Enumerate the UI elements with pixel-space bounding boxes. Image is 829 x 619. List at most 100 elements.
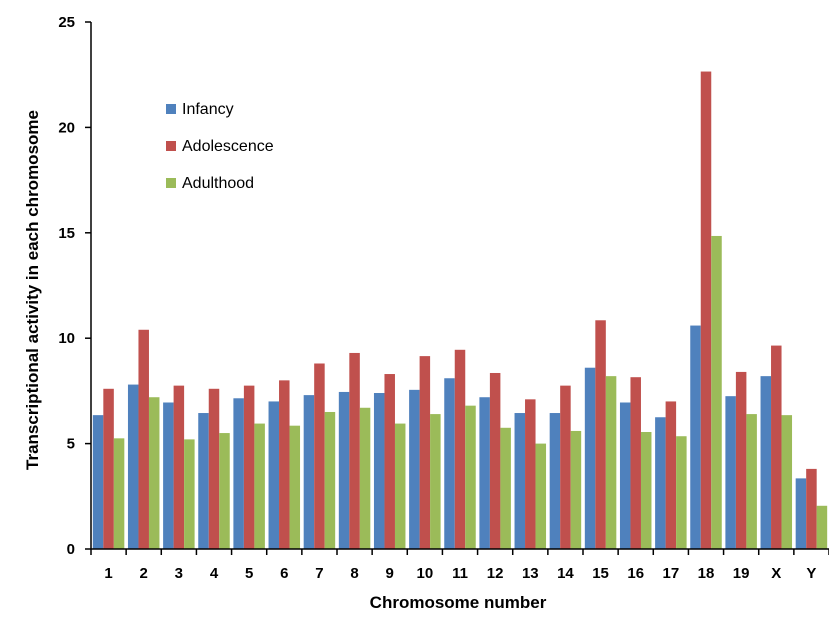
y-axis-title: Transcriptional activity in each chromos… <box>23 110 42 470</box>
x-tick-label: 2 <box>140 565 148 582</box>
bar-adolescence-2 <box>138 329 149 549</box>
x-tick-label: 19 <box>733 565 750 582</box>
x-tick-label: 13 <box>522 565 539 582</box>
bar-infancy-14 <box>549 413 561 549</box>
bar-infancy-2 <box>127 384 139 549</box>
x-tick-label: 1 <box>104 565 112 582</box>
bar-adolescence-11 <box>454 349 466 549</box>
bar-adulthood-13 <box>535 443 547 549</box>
x-tick-label: 15 <box>592 565 609 582</box>
y-tick-label: 5 <box>67 436 75 453</box>
x-tick-label: 17 <box>663 565 680 582</box>
x-tick-label: 11 <box>452 565 468 582</box>
legend: Infancy Adolescence Adulthood <box>166 101 274 192</box>
bar-adolescence-Y <box>806 468 817 549</box>
bar-infancy-10 <box>409 389 420 549</box>
bar-adulthood-4 <box>219 433 230 549</box>
x-tick-label: 18 <box>698 565 715 582</box>
bar-adolescence-15 <box>595 320 606 549</box>
bar-infancy-11 <box>444 378 455 549</box>
bar-adolescence-16 <box>630 377 641 549</box>
y-tick-label: 10 <box>58 330 75 347</box>
bar-adolescence-9 <box>384 374 395 549</box>
bar-adulthood-1 <box>113 438 125 549</box>
bar-adolescence-14 <box>560 385 571 549</box>
bar-adolescence-19 <box>735 371 747 549</box>
bar-adulthood-14 <box>570 430 582 549</box>
legend-label-adulthood: Adulthood <box>182 175 254 192</box>
bar-adulthood-5 <box>254 423 265 549</box>
bar-adolescence-10 <box>419 356 431 549</box>
bar-adolescence-6 <box>279 380 290 549</box>
legend-swatch-adolescence <box>166 141 176 151</box>
y-tick-label: 0 <box>67 541 75 558</box>
bar-infancy-12 <box>479 397 490 549</box>
legend-swatch-adulthood <box>166 178 176 188</box>
bar-infancy-X <box>760 376 772 549</box>
bar-adolescence-4 <box>208 388 220 549</box>
bar-adolescence-X <box>771 345 782 549</box>
bar-infancy-6 <box>268 401 280 549</box>
bar-adulthood-X <box>781 415 793 549</box>
bar-adolescence-18 <box>700 71 712 550</box>
x-tick-label: 16 <box>627 565 644 582</box>
bar-infancy-15 <box>584 367 596 549</box>
bar-adolescence-1 <box>103 388 114 549</box>
bars-group <box>92 71 828 550</box>
bar-adulthood-6 <box>289 425 301 549</box>
bar-infancy-19 <box>725 396 736 549</box>
legend-swatch-infancy <box>166 104 176 114</box>
bar-adulthood-8 <box>359 407 371 549</box>
x-tick-label: 12 <box>487 565 504 582</box>
bar-adolescence-17 <box>665 401 677 549</box>
bar-infancy-16 <box>619 402 631 549</box>
legend-label-infancy: Infancy <box>182 101 234 118</box>
bar-infancy-Y <box>795 478 807 549</box>
x-tick-label: 14 <box>557 565 574 582</box>
bar-infancy-3 <box>163 402 174 549</box>
bar-infancy-18 <box>690 325 701 549</box>
bar-adolescence-5 <box>243 385 255 549</box>
x-tick-label: 4 <box>210 565 219 582</box>
x-tick-label: 10 <box>417 565 434 582</box>
bar-adolescence-13 <box>525 399 536 549</box>
x-axis-title: Chromosome number <box>370 593 547 612</box>
bar-adolescence-3 <box>173 385 185 549</box>
bar-adulthood-10 <box>430 414 441 549</box>
y-tick-label: 15 <box>58 225 75 242</box>
bar-adulthood-3 <box>184 439 195 549</box>
bar-infancy-13 <box>514 413 526 549</box>
bar-adulthood-19 <box>746 414 757 549</box>
x-tick-label: 3 <box>175 565 183 582</box>
bar-infancy-9 <box>373 393 385 549</box>
legend-label-adolescence: Adolescence <box>182 138 274 155</box>
bar-adulthood-15 <box>605 376 617 549</box>
bar-adulthood-17 <box>676 436 687 549</box>
bar-infancy-1 <box>92 415 104 549</box>
bar-adulthood-9 <box>394 423 406 549</box>
y-tick-label: 20 <box>58 119 75 136</box>
bar-adulthood-11 <box>465 405 476 549</box>
x-tick-label: 5 <box>245 565 253 582</box>
bar-adulthood-12 <box>500 427 511 549</box>
x-tick-label: 9 <box>386 565 394 582</box>
bar-infancy-5 <box>233 398 244 549</box>
x-tick-label: Y <box>806 565 816 582</box>
bar-adolescence-12 <box>489 372 501 549</box>
bar-adolescence-8 <box>349 352 360 549</box>
bar-infancy-17 <box>655 417 666 549</box>
bar-adulthood-2 <box>148 397 160 549</box>
y-tick-label: 25 <box>58 14 75 31</box>
x-tick-label: 7 <box>315 565 323 582</box>
bar-adulthood-Y <box>816 505 828 549</box>
bar-infancy-4 <box>198 413 209 549</box>
bar-infancy-8 <box>338 391 350 549</box>
x-tick-label: 6 <box>280 565 288 582</box>
bar-infancy-7 <box>303 395 315 549</box>
bar-adolescence-7 <box>314 363 325 549</box>
x-tick-label: X <box>771 565 781 582</box>
bar-adulthood-16 <box>640 432 652 549</box>
bar-adulthood-7 <box>324 411 336 549</box>
